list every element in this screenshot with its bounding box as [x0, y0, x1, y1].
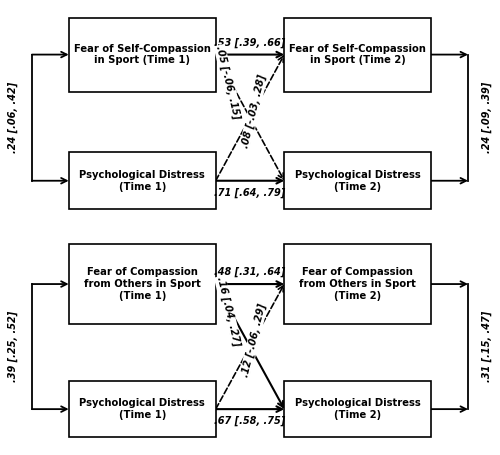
- Text: Psychological Distress
(Time 1): Psychological Distress (Time 1): [80, 398, 205, 420]
- Text: Fear of Self-Compassion
in Sport (Time 2): Fear of Self-Compassion in Sport (Time 2…: [290, 44, 426, 66]
- Text: .05 [-.06, .15]: .05 [-.06, .15]: [214, 45, 242, 120]
- FancyBboxPatch shape: [284, 381, 432, 437]
- FancyBboxPatch shape: [68, 18, 216, 91]
- Text: .31 [.15, .47]: .31 [.15, .47]: [482, 311, 492, 382]
- Text: Fear of Self-Compassion
in Sport (Time 1): Fear of Self-Compassion in Sport (Time 1…: [74, 44, 210, 66]
- Text: Fear of Compassion
from Others in Sport
(Time 1): Fear of Compassion from Others in Sport …: [84, 268, 200, 301]
- Text: .08 [-.03, .28]: .08 [-.03, .28]: [240, 74, 267, 149]
- FancyBboxPatch shape: [68, 244, 216, 324]
- Text: .24 [.09, .39]: .24 [.09, .39]: [482, 82, 492, 153]
- FancyBboxPatch shape: [284, 18, 432, 91]
- Text: .71 [.64, .79]: .71 [.64, .79]: [214, 187, 286, 198]
- Text: .67 [.58, .75]: .67 [.58, .75]: [214, 416, 286, 426]
- Text: .53 [.39, .66]: .53 [.39, .66]: [214, 37, 286, 48]
- Text: .16 [.04, .27]: .16 [.04, .27]: [214, 276, 242, 348]
- Text: Psychological Distress
(Time 2): Psychological Distress (Time 2): [295, 398, 420, 420]
- Text: .39 [.25, .52]: .39 [.25, .52]: [8, 311, 18, 382]
- Text: Fear of Compassion
from Others in Sport
(Time 2): Fear of Compassion from Others in Sport …: [300, 268, 416, 301]
- Text: .12 [-.06, .29]: .12 [-.06, .29]: [240, 303, 268, 378]
- FancyBboxPatch shape: [68, 381, 216, 437]
- FancyBboxPatch shape: [284, 244, 432, 324]
- Text: Psychological Distress
(Time 2): Psychological Distress (Time 2): [295, 170, 420, 192]
- FancyBboxPatch shape: [68, 152, 216, 209]
- Text: .24 [.06, .42]: .24 [.06, .42]: [8, 82, 18, 153]
- Text: .48 [.31, .64]: .48 [.31, .64]: [214, 266, 286, 277]
- Text: Psychological Distress
(Time 1): Psychological Distress (Time 1): [80, 170, 205, 192]
- FancyBboxPatch shape: [284, 152, 432, 209]
